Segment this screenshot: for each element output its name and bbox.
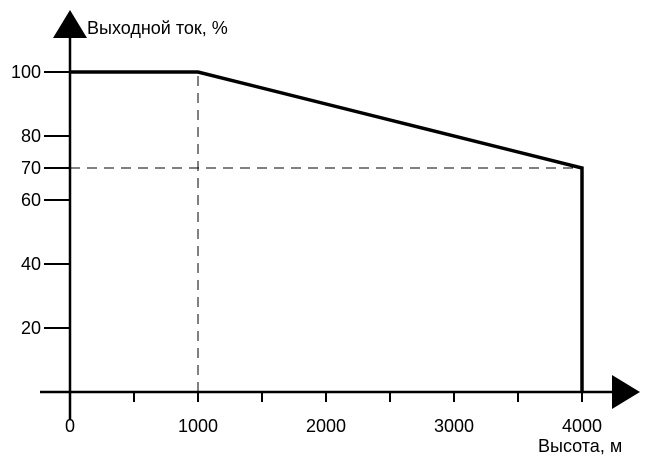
y-axis-arrow [53,10,87,38]
y-tick-label: 40 [21,254,41,274]
y-tick-label: 20 [21,318,41,338]
x-tick-label: 2000 [306,416,346,436]
reference-lines [70,72,582,392]
series-line [70,70,584,392]
x-tick-label: 4000 [562,416,602,436]
x-axis-arrow [612,375,640,409]
x-tick-label: 0 [65,416,75,436]
x-tick-label: 1000 [178,416,218,436]
y-axis-label: Выходной ток, % [87,18,228,38]
y-tick-label: 80 [21,126,41,146]
y-tick-label: 60 [21,190,41,210]
y-tick-label: 70 [21,158,41,178]
ticks: 0 1000 2000 3000 4000 20 40 60 70 80 100 [11,62,602,436]
x-tick-label: 3000 [434,416,474,436]
x-axis-label: Высота, м [538,436,622,456]
y-tick-label: 100 [11,62,41,82]
series [70,70,584,392]
